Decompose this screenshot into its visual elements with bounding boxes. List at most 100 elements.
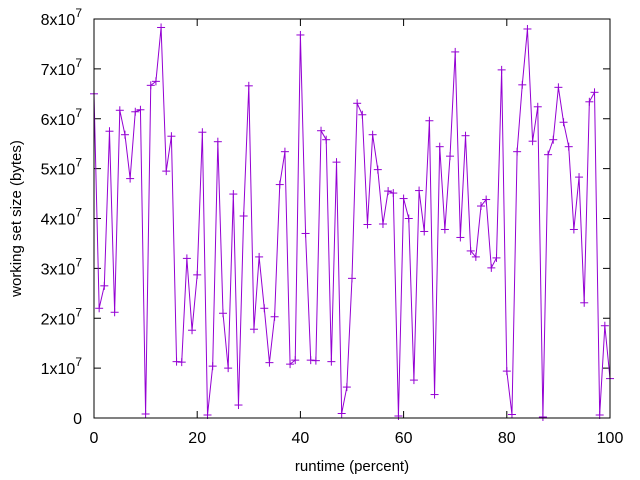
data-point-marker	[497, 65, 506, 74]
data-point-marker	[224, 364, 233, 373]
data-point-marker	[363, 220, 372, 229]
data-point-marker	[425, 116, 434, 125]
data-point-marker	[600, 321, 609, 330]
data-point-marker	[420, 227, 429, 236]
y-tick-label: 6x107	[41, 106, 83, 129]
y-tick-label: 8x107	[41, 6, 83, 29]
data-point-marker	[373, 165, 382, 174]
data-point-marker	[394, 412, 403, 421]
y-tick-label-exponent: 7	[75, 6, 82, 20]
data-point-marker	[327, 357, 336, 366]
data-point-marker	[229, 190, 238, 199]
data-point-marker	[590, 88, 599, 97]
data-point-marker	[208, 362, 217, 371]
data-point-marker	[131, 107, 140, 116]
data-point-marker	[435, 142, 444, 151]
y-tick-label-exponent: 7	[75, 206, 82, 220]
y-tick-label-exponent: 7	[75, 355, 82, 369]
data-point-marker	[141, 410, 150, 419]
data-point-marker	[115, 106, 124, 115]
data-point-marker	[239, 212, 248, 221]
data-point-marker	[544, 150, 553, 159]
x-tick-label: 0	[90, 430, 99, 447]
data-point-marker	[399, 194, 408, 203]
y-tick-label: 5x107	[41, 156, 83, 179]
data-point-marker	[249, 325, 258, 334]
data-point-marker	[198, 128, 207, 137]
y-tick-label-base: 8x10	[41, 12, 76, 29]
data-point-marker	[95, 304, 104, 313]
data-point-marker	[446, 152, 455, 161]
data-point-marker	[244, 81, 253, 90]
data-point-marker	[337, 409, 346, 418]
y-tick-label-base: 4x10	[41, 212, 76, 229]
data-point-marker	[528, 137, 537, 146]
data-point-marker	[157, 23, 166, 32]
y-tick-label-base: 2x10	[41, 311, 76, 328]
data-point-marker	[580, 298, 589, 307]
data-point-marker	[533, 102, 542, 111]
data-point-marker	[136, 105, 145, 114]
data-point-marker	[301, 229, 310, 238]
data-point-marker	[513, 147, 522, 156]
data-point-marker	[430, 390, 439, 399]
data-point-marker	[100, 281, 109, 290]
y-tick-label-exponent: 7	[75, 305, 82, 319]
data-point-marker	[461, 131, 470, 140]
y-tick-label-base: 6x10	[41, 112, 76, 129]
data-point-marker	[105, 127, 114, 136]
data-point-marker	[502, 367, 511, 376]
data-point-marker	[219, 309, 227, 318]
data-point-marker	[234, 401, 243, 410]
y-axis-title: working set size (bytes)	[8, 140, 25, 298]
data-point-marker	[182, 254, 191, 263]
data-point-marker	[193, 270, 202, 279]
data-point-marker	[120, 130, 129, 139]
data-point-marker	[482, 195, 491, 204]
data-point-marker	[559, 118, 568, 127]
series-layer	[90, 23, 614, 422]
x-tick-label: 100	[597, 430, 624, 447]
plot-frame	[93, 18, 611, 419]
data-point-marker	[440, 225, 449, 234]
data-point-marker	[492, 253, 501, 262]
data-point-marker	[538, 413, 547, 422]
data-point-marker	[518, 80, 527, 89]
data-point-marker	[466, 246, 475, 255]
y-tick-label-base: 0	[73, 411, 82, 428]
data-point-marker	[260, 304, 269, 313]
data-point-marker	[404, 214, 413, 223]
y-tick-label: 1x107	[41, 355, 83, 378]
data-point-marker	[270, 312, 279, 321]
data-point-marker	[368, 130, 377, 139]
data-point-marker	[311, 356, 320, 365]
data-point-marker	[322, 135, 331, 144]
data-point-marker	[348, 274, 356, 283]
data-point-marker	[409, 376, 418, 385]
y-tick-label: 3x107	[41, 255, 83, 278]
x-axis-title: runtime (percent)	[295, 458, 409, 475]
y-tick-label: 7x107	[41, 56, 83, 79]
tick-labels: 0 20 40 60 80 10001x1072x1073x1074x1075x1076x…	[41, 6, 624, 447]
data-point-marker	[177, 358, 186, 367]
data-point-marker	[456, 233, 465, 242]
data-point-marker	[280, 147, 289, 156]
data-point-marker	[146, 81, 155, 90]
data-point-marker	[213, 137, 222, 146]
data-point-marker	[353, 99, 362, 108]
x-tick-label: 40	[292, 430, 310, 447]
y-tick-label-exponent: 7	[75, 156, 82, 170]
data-point-marker	[110, 308, 119, 317]
data-point-marker	[378, 219, 387, 228]
data-point-marker	[342, 383, 351, 392]
y-tick-label: 2x107	[41, 305, 83, 328]
y-tick-label: 0	[73, 411, 82, 428]
data-point-marker	[188, 326, 197, 335]
data-point-marker	[585, 97, 594, 106]
data-point-marker	[291, 356, 300, 365]
y-tick-label-exponent: 7	[75, 56, 82, 70]
data-point-marker	[384, 187, 393, 196]
data-point-marker	[523, 24, 532, 33]
y-tick-label-base: 7x10	[41, 62, 76, 79]
